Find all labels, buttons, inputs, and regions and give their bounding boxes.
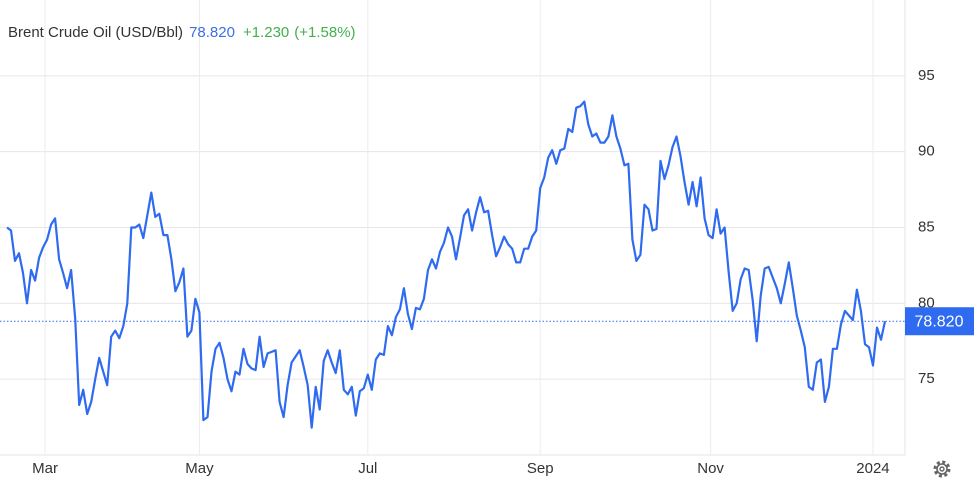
last-price-label: 78.820 bbox=[915, 313, 964, 330]
x-tick-label: Jul bbox=[358, 460, 377, 477]
x-tick-label: Nov bbox=[697, 460, 724, 477]
y-tick-label: 90 bbox=[918, 143, 935, 160]
change: +1.230 bbox=[243, 24, 289, 41]
change-pct: (+1.58%) bbox=[294, 24, 355, 41]
y-tick-label: 85 bbox=[918, 218, 935, 235]
price-line bbox=[6, 100, 887, 429]
y-tick-label: 80 bbox=[918, 294, 935, 311]
x-tick-label: May bbox=[185, 460, 214, 477]
title: Brent Crude Oil (USD/Bbl) 78.820 +1.230 (+1… bbox=[8, 24, 356, 41]
title-text: Brent Crude Oil (USD/Bbl) bbox=[8, 24, 183, 41]
gear-ring[interactable] bbox=[936, 463, 948, 475]
x-tick-label: 2024 bbox=[856, 460, 889, 477]
x-tick-label: Sep bbox=[527, 460, 554, 477]
y-tick-label: 75 bbox=[918, 370, 935, 387]
price: 78.820 bbox=[189, 24, 235, 41]
x-tick-label: Mar bbox=[32, 460, 58, 477]
gear-hub[interactable] bbox=[939, 466, 945, 472]
y-tick-label: 95 bbox=[918, 67, 935, 84]
last-price-badge bbox=[905, 307, 974, 336]
gear-teeth[interactable] bbox=[933, 460, 951, 478]
settings-icon[interactable] bbox=[933, 460, 951, 478]
